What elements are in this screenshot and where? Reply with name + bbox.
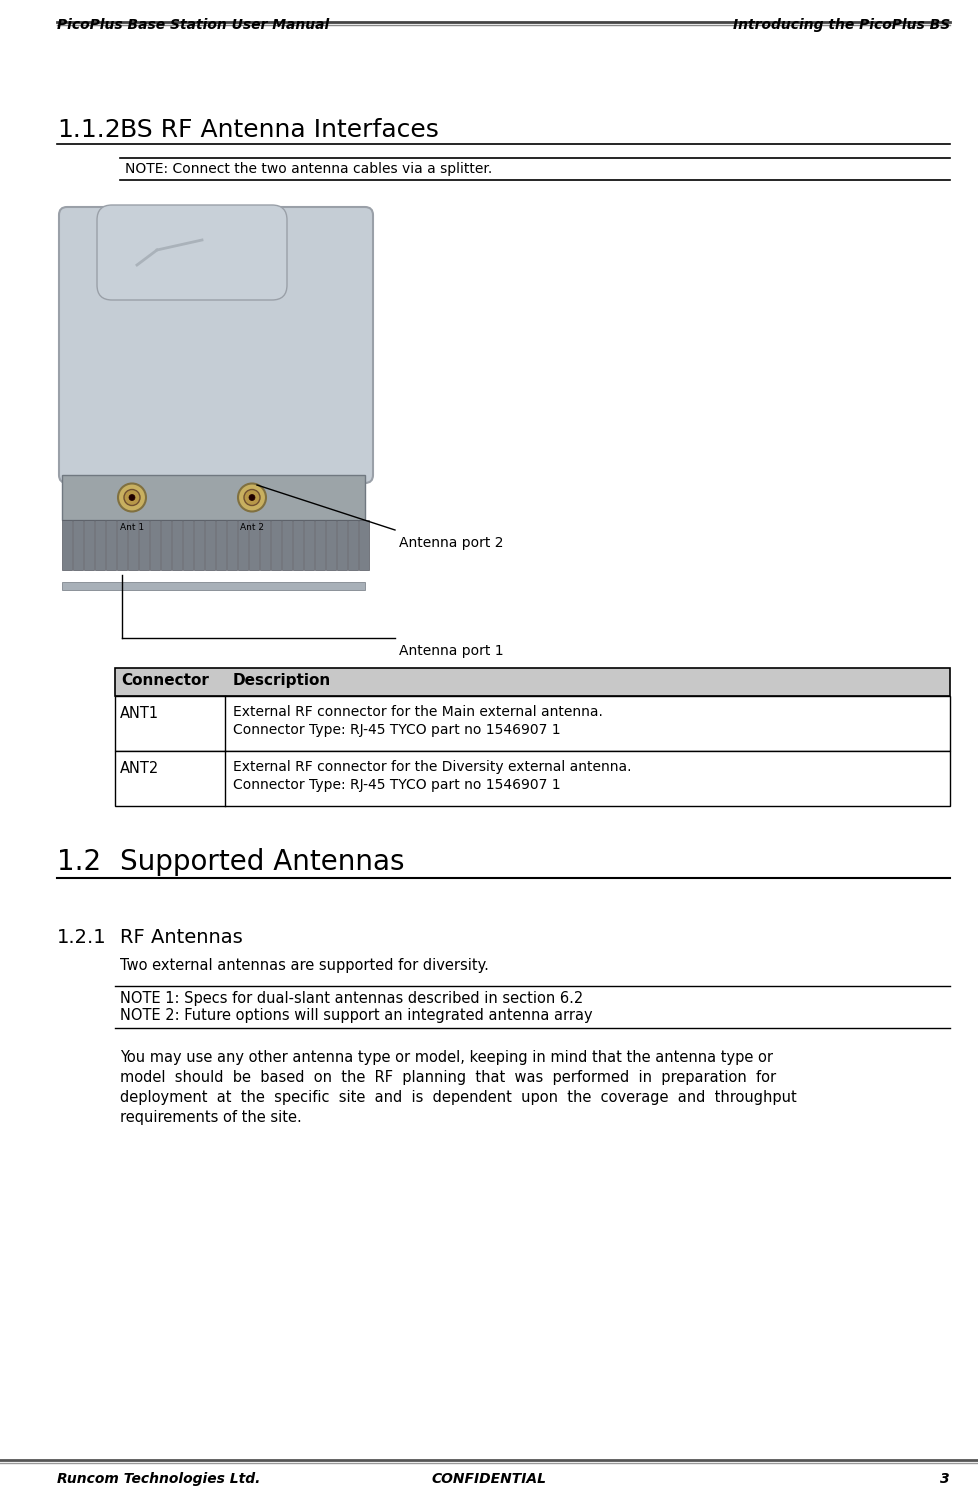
Text: ANT1: ANT1 bbox=[120, 706, 159, 721]
Bar bbox=[73, 521, 83, 570]
Circle shape bbox=[238, 483, 266, 512]
Text: BS RF Antenna Interfaces: BS RF Antenna Interfaces bbox=[120, 118, 438, 142]
FancyBboxPatch shape bbox=[97, 205, 287, 301]
Text: Ant 2: Ant 2 bbox=[240, 524, 264, 533]
Bar bbox=[62, 582, 365, 589]
Text: Connector Type: RJ-45 TYCO part no 1546907 1: Connector Type: RJ-45 TYCO part no 15469… bbox=[233, 778, 560, 791]
Text: RF Antennas: RF Antennas bbox=[120, 928, 243, 947]
Text: Ant 1: Ant 1 bbox=[120, 524, 144, 533]
Text: 1.1.2: 1.1.2 bbox=[57, 118, 120, 142]
Text: External RF connector for the Main external antenna.: External RF connector for the Main exter… bbox=[233, 705, 602, 720]
Bar bbox=[62, 476, 365, 521]
Bar bbox=[151, 521, 159, 570]
Bar bbox=[96, 521, 105, 570]
Bar bbox=[293, 521, 302, 570]
Bar bbox=[114, 669, 949, 696]
Bar bbox=[114, 696, 949, 751]
Text: 1.2.1: 1.2.1 bbox=[57, 928, 107, 947]
Bar bbox=[315, 521, 325, 570]
Bar bbox=[239, 521, 247, 570]
Bar bbox=[359, 521, 369, 570]
Circle shape bbox=[248, 495, 254, 501]
Circle shape bbox=[118, 483, 146, 512]
Text: NOTE 2: Future options will support an integrated antenna array: NOTE 2: Future options will support an i… bbox=[120, 1008, 592, 1023]
Text: Antenna port 1: Antenna port 1 bbox=[399, 643, 503, 658]
Text: model  should  be  based  on  the  RF  planning  that  was  performed  in  prepa: model should be based on the RF planning… bbox=[120, 1070, 776, 1085]
Bar bbox=[260, 521, 270, 570]
Text: NOTE 1: Specs for dual-slant antennas described in section 6.2: NOTE 1: Specs for dual-slant antennas de… bbox=[120, 990, 583, 1005]
Bar bbox=[249, 521, 259, 570]
Text: 3: 3 bbox=[940, 1472, 949, 1486]
Text: Two external antennas are supported for diversity.: Two external antennas are supported for … bbox=[120, 957, 488, 972]
Bar bbox=[117, 521, 127, 570]
Bar bbox=[205, 521, 215, 570]
Text: CONFIDENTIAL: CONFIDENTIAL bbox=[431, 1472, 546, 1486]
Bar bbox=[183, 521, 193, 570]
Bar bbox=[161, 521, 171, 570]
Text: External RF connector for the Diversity external antenna.: External RF connector for the Diversity … bbox=[233, 760, 631, 773]
Bar bbox=[128, 521, 138, 570]
Bar bbox=[327, 521, 335, 570]
Bar bbox=[304, 521, 314, 570]
Text: deployment  at  the  specific  site  and  is  dependent  upon  the  coverage  an: deployment at the specific site and is d… bbox=[120, 1091, 796, 1106]
Bar bbox=[63, 521, 72, 570]
Bar bbox=[348, 521, 358, 570]
Bar bbox=[195, 521, 203, 570]
Text: Connector Type: RJ-45 TYCO part no 1546907 1: Connector Type: RJ-45 TYCO part no 15469… bbox=[233, 723, 560, 738]
Text: ANT2: ANT2 bbox=[120, 761, 159, 776]
Text: Runcom Technologies Ltd.: Runcom Technologies Ltd. bbox=[57, 1472, 260, 1486]
Bar bbox=[114, 751, 949, 806]
Text: Description: Description bbox=[233, 673, 331, 688]
Bar bbox=[84, 521, 94, 570]
Bar bbox=[139, 521, 149, 570]
Bar bbox=[283, 521, 291, 570]
Text: Antenna port 2: Antenna port 2 bbox=[399, 536, 503, 551]
Bar bbox=[337, 521, 346, 570]
Bar bbox=[216, 521, 226, 570]
Circle shape bbox=[124, 489, 140, 506]
Text: You may use any other antenna type or model, keeping in mind that the antenna ty: You may use any other antenna type or mo… bbox=[120, 1050, 773, 1065]
Bar bbox=[172, 521, 182, 570]
FancyBboxPatch shape bbox=[59, 206, 373, 483]
Circle shape bbox=[244, 489, 260, 506]
Text: NOTE: Connect the two antenna cables via a splitter.: NOTE: Connect the two antenna cables via… bbox=[125, 162, 492, 177]
Text: 1.2: 1.2 bbox=[57, 848, 101, 877]
Text: Supported Antennas: Supported Antennas bbox=[120, 848, 404, 877]
Text: requirements of the site.: requirements of the site. bbox=[120, 1110, 301, 1125]
Text: Connector: Connector bbox=[121, 673, 208, 688]
Bar bbox=[107, 521, 115, 570]
Circle shape bbox=[129, 495, 135, 501]
Bar bbox=[271, 521, 281, 570]
Text: Introducing the PicoPlus BS: Introducing the PicoPlus BS bbox=[732, 18, 949, 31]
Bar bbox=[227, 521, 237, 570]
Text: PicoPlus Base Station User Manual: PicoPlus Base Station User Manual bbox=[57, 18, 329, 31]
